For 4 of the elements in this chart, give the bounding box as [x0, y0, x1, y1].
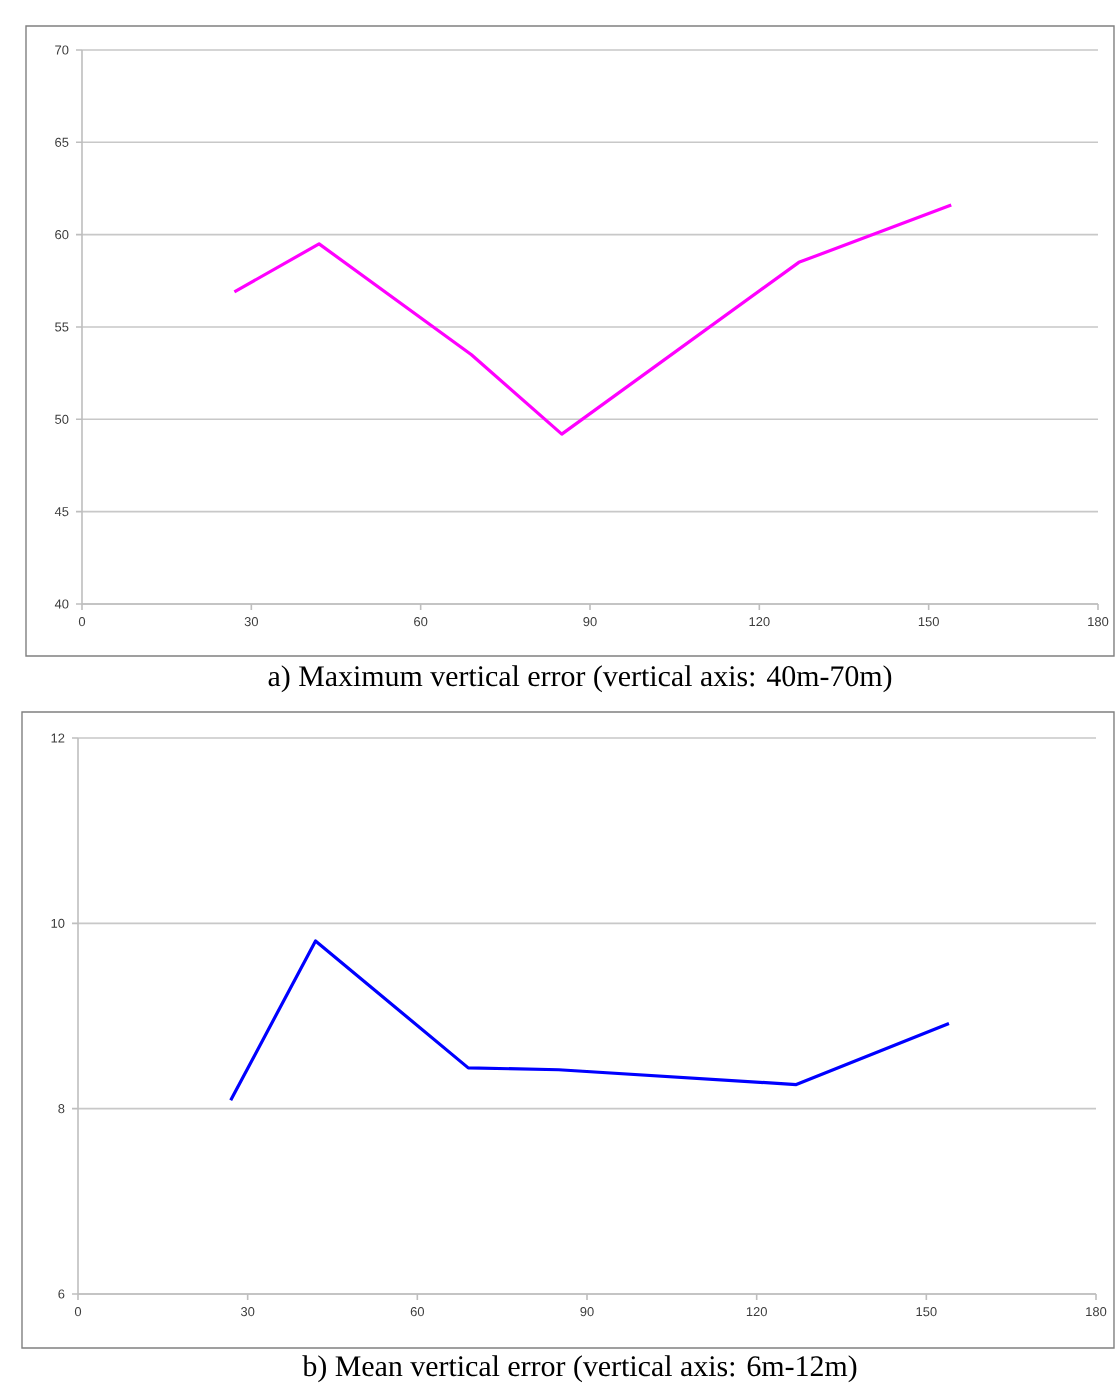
- text: a) Maximum vertical error (vertical axis: 40m-70m): [268, 665, 892, 693]
- text: b) Mean vertical error (vertical axis: 6m-12m): [302, 1355, 857, 1383]
- line-series: [232, 203, 953, 436]
- line-series: [229, 939, 951, 1102]
